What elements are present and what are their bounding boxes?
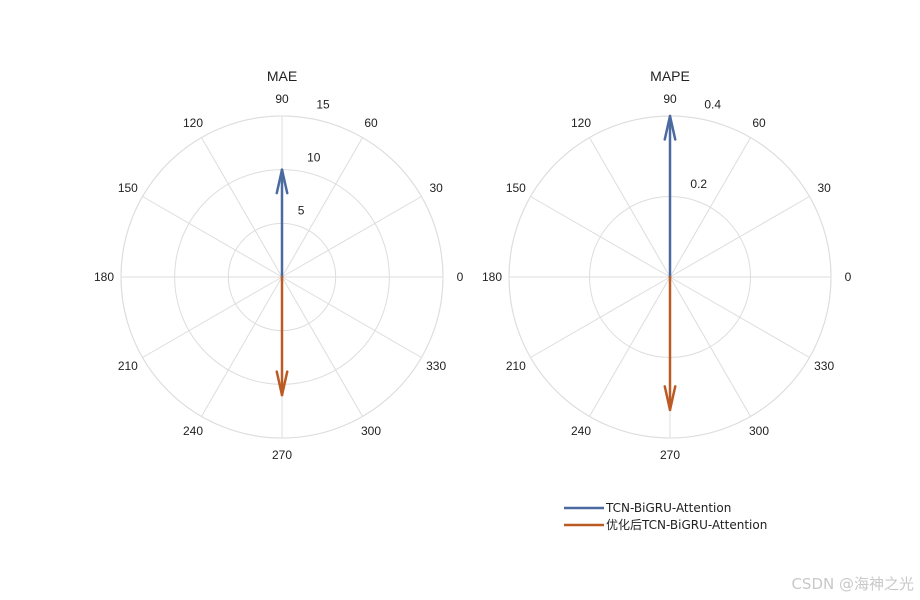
chart-1-theta-label-180: 180 <box>94 270 114 284</box>
chart-1-spoke-300 <box>281 276 363 417</box>
chart-1-theta-label-90: 90 <box>275 92 289 106</box>
chart-1-theta-label-120: 120 <box>183 116 203 130</box>
chart-1-arrow-head-1 <box>275 168 289 195</box>
chart-1-spoke-120 <box>201 137 283 278</box>
chart-1-theta-label-30: 30 <box>429 181 443 195</box>
chart-1-spoke-210 <box>142 276 283 358</box>
chart-2-theta-label-270: 270 <box>660 448 680 462</box>
chart-1-spoke-60 <box>281 137 363 278</box>
chart-1-spoke-30 <box>281 196 422 278</box>
chart-2-arrow-head-1 <box>663 114 677 141</box>
chart-2-arrow-head-2 <box>663 385 677 412</box>
chart-1-theta-label-60: 60 <box>364 116 378 130</box>
chart-1-spoke-150 <box>142 196 283 278</box>
chart-2-theta-label-30: 30 <box>817 181 831 195</box>
chart-1-theta-label-270: 270 <box>272 448 292 462</box>
chart-1-theta-label-300: 300 <box>361 424 381 438</box>
chart-1-theta-label-150: 150 <box>118 181 138 195</box>
legend-label-1: TCN-BiGRU-Attention <box>605 501 731 515</box>
chart-1-theta-label-240: 240 <box>183 424 203 438</box>
chart-2-r-label-0.4: 0.4 <box>704 98 721 112</box>
chart-1-spoke-240 <box>201 276 283 417</box>
chart-2-theta-label-330: 330 <box>814 359 834 373</box>
watermark-text: CSDN @海神之光 <box>791 575 914 593</box>
chart-1-arrow-head-2 <box>275 370 289 397</box>
legend-label-2: 优化后TCN-BiGRU-Attention <box>606 518 767 532</box>
chart-2-theta-label-150: 150 <box>506 181 526 195</box>
chart-2-r-label-0.2: 0.2 <box>690 177 707 191</box>
chart-1-spoke-330 <box>281 276 422 358</box>
chart-1-outer-ring <box>120 115 444 439</box>
chart-1-theta-label-0: 0 <box>457 270 464 284</box>
chart-2-theta-label-210: 210 <box>506 359 526 373</box>
chart-2-theta-label-240: 240 <box>571 424 591 438</box>
chart-2-theta-label-120: 120 <box>571 116 591 130</box>
chart-2-theta-label-60: 60 <box>752 116 766 130</box>
chart-2-theta-label-300: 300 <box>749 424 769 438</box>
chart-2-title: MAPE <box>650 68 690 84</box>
chart-2-theta-label-0: 0 <box>845 270 852 284</box>
chart-1-title: MAE <box>267 68 297 84</box>
chart-1-theta-label-330: 330 <box>426 359 446 373</box>
chart-2-theta-label-180: 180 <box>482 270 502 284</box>
chart-1-theta-label-210: 210 <box>118 359 138 373</box>
chart-1-r-label-10: 10 <box>307 151 321 165</box>
chart-1-r-label-5: 5 <box>298 203 305 217</box>
chart-2-theta-label-90: 90 <box>663 92 677 106</box>
chart-1-r-label-15: 15 <box>316 98 330 112</box>
